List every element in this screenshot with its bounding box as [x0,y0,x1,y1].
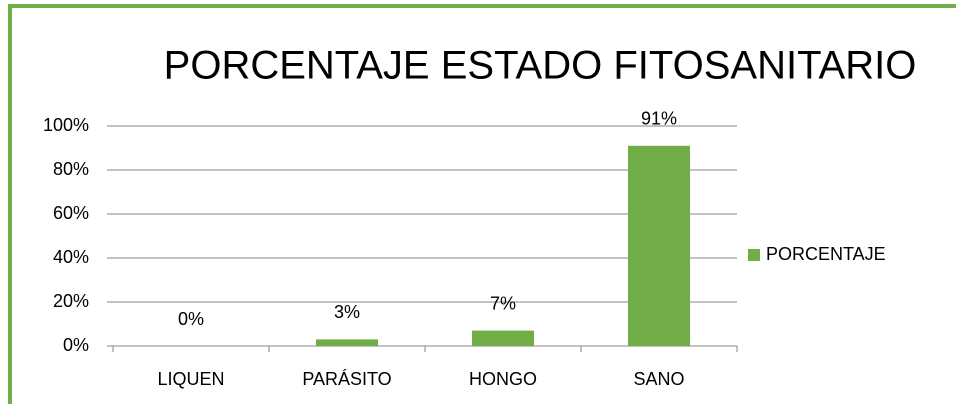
data-label: 0% [178,309,204,329]
x-tick-label: HONGO [469,369,537,389]
data-label: 7% [490,293,516,313]
bar [472,330,534,346]
y-tick-label: 100% [43,115,89,135]
y-tick-label: 60% [53,203,89,223]
x-tick-label: SANO [633,369,684,389]
y-tick-label: 40% [53,247,89,267]
data-label: 3% [334,302,360,322]
data-label: 91% [641,109,677,129]
bar [628,145,690,346]
x-tick-label: LIQUEN [157,369,224,389]
x-tick-label: PARÁSITO [302,369,391,389]
chart-title: PORCENTAJE ESTADO FITOSANITARIO [164,44,917,88]
legend-swatch [748,249,760,261]
legend-label: PORCENTAJE [766,244,886,264]
y-tick-label: 0% [63,335,89,355]
y-tick-label: 80% [53,159,89,179]
y-tick-label: 20% [53,291,89,311]
bar [316,339,378,346]
